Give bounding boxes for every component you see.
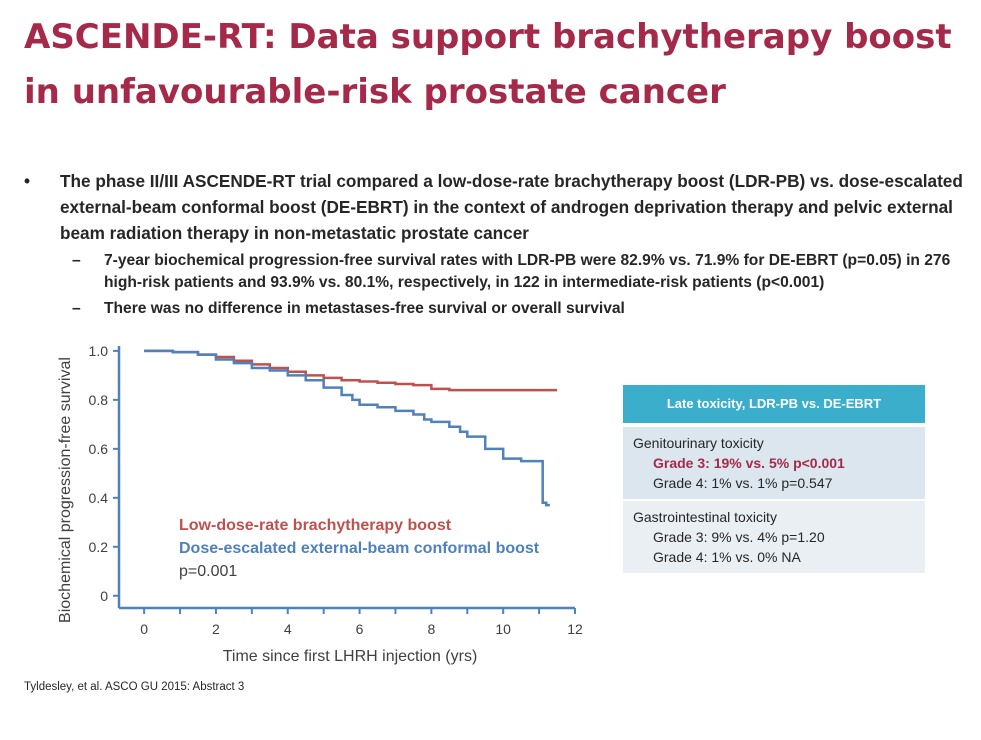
y-tick-label: 0.8	[89, 392, 109, 408]
bullet-list: • The phase II/III ASCENDE-RT trial comp…	[24, 168, 974, 320]
x-axis-label: Time since first LHRH injection (yrs)	[223, 648, 478, 665]
x-tick-label: 12	[567, 621, 583, 637]
y-tick-label: 0.4	[89, 490, 109, 506]
sub-bullet-1-text: 7-year biochemical progression-free surv…	[104, 252, 951, 291]
survival-chart: Biochemical progression-free survival Ti…	[50, 340, 590, 670]
bullet-main-text: The phase II/III ASCENDE-RT trial compar…	[60, 171, 963, 243]
gu-grade3: Grade 3: 19% vs. 5% p<0.001	[653, 455, 845, 471]
series-line-ldr-pb	[144, 349, 558, 392]
x-tick-label: 2	[212, 621, 220, 637]
gu-grade4: Grade 4: 1% vs. 1% p=0.547	[653, 475, 833, 491]
x-tick-label: 8	[427, 621, 435, 637]
gu-title: Genitourinary toxicity	[633, 435, 764, 451]
y-tick-label: 1.0	[89, 343, 109, 359]
slide-title-line2: in unfavourable-risk prostate cancer	[24, 72, 726, 112]
gi-grade4: Grade 4: 1% vs. 0% NA	[653, 549, 801, 565]
sub-bullet-2-text: There was no difference in metastases-fr…	[104, 300, 625, 317]
sub-bullet-1: – 7-year biochemical progression-free su…	[24, 250, 974, 294]
x-tick-label: 0	[140, 621, 148, 637]
legend-entry: Dose-escalated external-beam conformal b…	[179, 540, 540, 557]
y-axis-label: Biochemical progression-free survival	[57, 357, 74, 623]
x-tick-label: 6	[356, 621, 364, 637]
p-value-annotation: p=0.001	[179, 563, 237, 580]
legend: Low-dose-rate brachytherapy boost Dose-es…	[179, 517, 540, 580]
y-tick-label: 0	[100, 588, 108, 604]
curves	[144, 349, 558, 507]
legend-entry: Low-dose-rate brachytherapy boost	[179, 517, 452, 534]
survival-chart-svg: Biochemical progression-free survival Ti…	[57, 343, 583, 665]
gi-title: Gastrointestinal toxicity	[633, 509, 777, 525]
series-line-de-ebrt	[144, 349, 550, 507]
toxicity-header: Late toxicity, LDR-PB vs. DE-EBRT	[623, 385, 925, 423]
reference-citation: Tyldesley, et al. ASCO GU 2015: Abstract…	[24, 681, 245, 693]
x-tick-label: 4	[284, 621, 292, 637]
gu-section: Genitourinary toxicity Grade 3: 19% vs. …	[623, 427, 925, 499]
gi-section: Gastrointestinal toxicity Grade 3: 9% vs…	[623, 499, 925, 573]
slide-title: ASCENDE-RT: Data support brachytherapy b…	[24, 10, 964, 120]
toxicity-table: Late toxicity, LDR-PB vs. DE-EBRT Genito…	[623, 385, 925, 573]
gi-grade3: Grade 3: 9% vs. 4% p=1.20	[653, 529, 825, 545]
sub-bullet-2: – There was no difference in metastases-…	[24, 298, 974, 320]
x-tick-label: 10	[495, 621, 511, 637]
y-tick-label: 0.2	[89, 539, 109, 555]
bullet-glyph: •	[24, 171, 31, 191]
y-tick-label: 0.6	[89, 441, 109, 457]
dash-glyph: –	[72, 300, 81, 317]
axes: 0 0.2 0.4 0.6 0.8 1.0 0 2 4 6 8 10 12	[89, 343, 583, 637]
dash-glyph: –	[72, 252, 81, 269]
bullet-main: • The phase II/III ASCENDE-RT trial comp…	[24, 168, 974, 246]
slide-title-line1: ASCENDE-RT: Data support brachytherapy b…	[24, 17, 952, 57]
